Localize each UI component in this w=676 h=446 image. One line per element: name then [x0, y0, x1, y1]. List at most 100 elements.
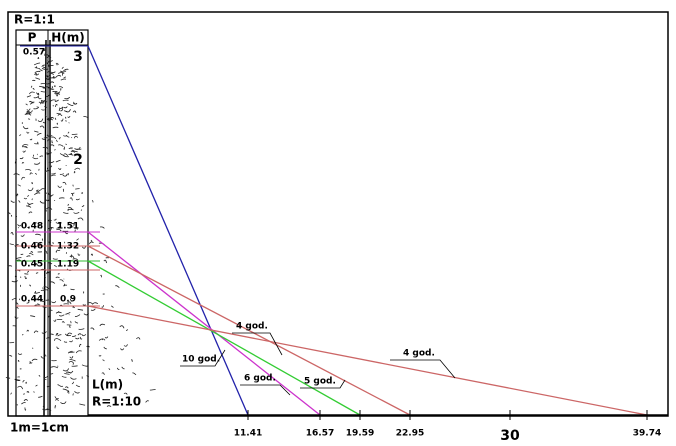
tree-stroke: [58, 108, 61, 112]
p-value: 0.44: [21, 295, 43, 305]
tree-stroke: [42, 121, 46, 124]
p-value: 0.48: [21, 222, 43, 232]
tree-stroke: [75, 350, 82, 354]
tree-stroke: [72, 393, 74, 396]
tree-stroke: [145, 400, 150, 403]
tree-stroke: [27, 270, 29, 273]
tree-stroke: [79, 403, 86, 406]
tree-stroke: [39, 200, 46, 204]
tree-stroke: [36, 141, 39, 145]
tree-stroke: [29, 91, 35, 95]
leaders: [180, 332, 456, 396]
tree-stroke: [73, 135, 79, 139]
tree-stroke: [26, 329, 29, 332]
tree-stroke: [47, 192, 54, 197]
tree-stroke: [17, 353, 23, 355]
tree-stroke: [46, 152, 52, 154]
tree-stroke: [98, 355, 102, 357]
tree-stroke: [70, 320, 72, 324]
tree-stroke: [70, 288, 75, 291]
tree-stroke: [33, 391, 35, 393]
axis-tick-label: 39.74: [633, 429, 661, 439]
tree-stroke: [39, 155, 44, 158]
tree-stroke: [26, 205, 32, 208]
tree-stroke: [63, 135, 67, 137]
tree-stroke: [74, 227, 78, 230]
tree-stroke: [32, 88, 35, 91]
tree-stroke: [90, 327, 95, 331]
tree-stroke: [55, 139, 58, 143]
axis-label: L(m): [92, 378, 123, 392]
tree-stroke: [25, 381, 27, 384]
tree-stroke: [51, 140, 53, 144]
tree-stroke: [103, 346, 107, 350]
tree-stroke: [57, 384, 60, 386]
tree-stroke: [37, 96, 42, 100]
tree-stroke: [39, 188, 47, 191]
tree-stroke: [81, 205, 85, 208]
tree-stroke: [58, 136, 61, 140]
tree-stroke: [69, 255, 75, 259]
tree-stroke: [75, 188, 80, 190]
tree-stroke: [43, 137, 48, 139]
tree-stroke: [63, 341, 68, 343]
tree-stroke: [65, 386, 69, 389]
tree-stroke: [44, 276, 46, 279]
tree-stroke: [41, 68, 48, 70]
tree-stroke: [55, 338, 62, 342]
tree-stroke: [42, 66, 46, 69]
tree-stroke: [37, 92, 40, 95]
tree-stroke: [61, 375, 67, 378]
tree-stroke: [55, 62, 58, 66]
tree-stroke: [55, 399, 59, 401]
tree-stroke: [29, 361, 33, 364]
tree-stroke: [40, 299, 46, 302]
tree-stroke: [65, 134, 70, 138]
p-value: 0.45: [21, 260, 43, 270]
tree-stroke: [70, 152, 73, 155]
tree-stroke: [42, 287, 44, 290]
tree-stroke: [26, 255, 31, 258]
height-mark: 3: [73, 49, 83, 65]
tree-stroke: [60, 224, 62, 227]
tree-stroke: [59, 279, 64, 282]
tree: [5, 39, 156, 417]
tree-stroke: [78, 328, 85, 330]
tree-stroke: [119, 325, 125, 329]
tree-stroke: [41, 238, 44, 241]
tree-stroke: [67, 203, 70, 206]
tree-stroke: [28, 253, 34, 256]
tree-stroke: [55, 333, 59, 336]
tree-stroke: [90, 253, 93, 256]
tree-stroke: [68, 153, 74, 156]
column-header: P: [28, 31, 37, 45]
tree-stroke: [53, 85, 56, 87]
h-value: 1.19: [57, 260, 79, 270]
tree-stroke: [37, 57, 40, 59]
tree-stroke: [46, 134, 53, 137]
tree-stroke: [50, 195, 52, 197]
tree-stroke: [48, 226, 54, 230]
tree-stroke: [23, 150, 26, 153]
tree-stroke: [111, 305, 114, 308]
tree-stroke: [42, 48, 46, 51]
column-header: H(m): [51, 31, 85, 45]
tree-stroke: [101, 372, 105, 375]
axis-tick-label: 11.41: [234, 429, 262, 439]
tree-stroke: [67, 350, 73, 354]
tree-stroke: [49, 333, 54, 336]
tree-stroke: [63, 76, 67, 79]
tree-stroke: [48, 118, 54, 122]
tree-stroke: [70, 192, 75, 194]
tree-stroke: [57, 365, 59, 367]
tree-stroke: [42, 306, 47, 308]
tree-stroke: [49, 165, 53, 168]
tree-stroke: [38, 168, 40, 171]
tree-stroke: [61, 66, 64, 69]
tree-stroke: [74, 321, 79, 324]
tree-stroke: [17, 385, 24, 390]
tree-stroke: [73, 171, 76, 174]
tree-stroke: [23, 399, 28, 402]
tree-stroke: [9, 341, 15, 344]
axis-tick-label: 30: [500, 428, 520, 444]
